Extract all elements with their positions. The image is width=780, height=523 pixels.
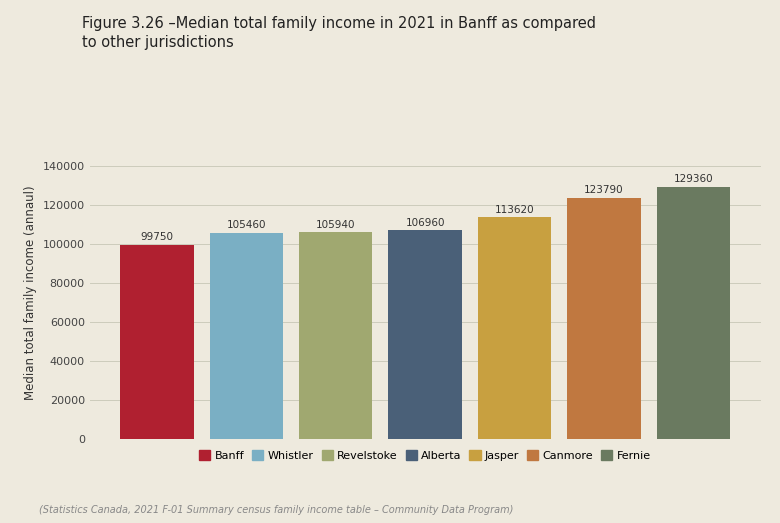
- Bar: [388, 231, 462, 439]
- Text: 105940: 105940: [316, 220, 356, 230]
- Text: 106960: 106960: [406, 218, 445, 228]
- Legend: Banff, Whistler, Revelstoke, Alberta, Jasper, Canmore, Fernie: Banff, Whistler, Revelstoke, Alberta, Ja…: [197, 448, 653, 463]
- Bar: [478, 218, 551, 439]
- Bar: [299, 232, 372, 439]
- Bar: [120, 245, 193, 439]
- Bar: [210, 233, 283, 439]
- Text: 99750: 99750: [140, 232, 173, 242]
- Text: 105460: 105460: [226, 221, 266, 231]
- Text: 123790: 123790: [584, 185, 624, 195]
- Text: (Statistics Canada, 2021 F-01 Summary census family income table – Community Dat: (Statistics Canada, 2021 F-01 Summary ce…: [39, 505, 513, 515]
- Text: 129360: 129360: [674, 174, 713, 184]
- Text: 113620: 113620: [495, 204, 534, 214]
- Y-axis label: Median total family income (annaul): Median total family income (annaul): [24, 186, 37, 400]
- Text: Figure 3.26 –Median total family income in 2021 in Banff as compared
to other ju: Figure 3.26 –Median total family income …: [82, 16, 596, 51]
- Bar: [657, 187, 730, 439]
- Bar: [567, 198, 640, 439]
